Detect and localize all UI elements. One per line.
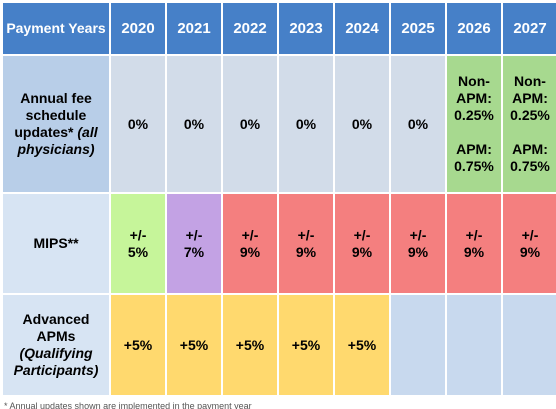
year-2024-header: 2024 xyxy=(335,3,389,54)
fee-schedule-label-main: Annual fee schedule updates* xyxy=(14,90,92,140)
mips-2021-cell: +/- 7% xyxy=(167,194,221,293)
mips-2022-cell: +/- 9% xyxy=(223,194,277,293)
mips-label: MIPS** xyxy=(3,194,109,293)
fee-2027-cell: Non-APM: 0.25% APM: 0.75% xyxy=(503,56,556,192)
year-2022-header: 2022 xyxy=(223,3,277,54)
payment-years-header: Payment Years xyxy=(3,3,109,54)
apms-2025-cell xyxy=(391,295,445,395)
apms-2026-cell xyxy=(447,295,501,395)
apms-2021-cell: +5% xyxy=(167,295,221,395)
mips-2024-cell: +/- 9% xyxy=(335,194,389,293)
fee-2022-cell: 0% xyxy=(223,56,277,192)
apms-2022-cell: +5% xyxy=(223,295,277,395)
mips-2025-cell: +/- 9% xyxy=(391,194,445,293)
year-2021-header: 2021 xyxy=(167,3,221,54)
apms-2027-cell xyxy=(503,295,556,395)
year-2025-header: 2025 xyxy=(391,3,445,54)
apms-2020-cell: +5% xyxy=(111,295,165,395)
payment-table: Payment Years 2020 2021 2022 2023 2024 2… xyxy=(1,1,556,397)
header-row: Payment Years 2020 2021 2022 2023 2024 2… xyxy=(3,3,556,54)
year-2026-header: 2026 xyxy=(447,3,501,54)
apms-2023-cell: +5% xyxy=(279,295,333,395)
year-2023-header: 2023 xyxy=(279,3,333,54)
fee-2021-cell: 0% xyxy=(167,56,221,192)
advanced-apms-label: Advanced APMs (Qualifying Participants) xyxy=(3,295,109,395)
fee-schedule-label-italic: (all physicians) xyxy=(17,124,98,157)
fee-2026-cell: Non-APM: 0.25% APM: 0.75% xyxy=(447,56,501,192)
year-2020-header: 2020 xyxy=(111,3,165,54)
advanced-apms-label-italic: (Qualifying Participants) xyxy=(13,345,99,378)
fee-2026-nonapm-value: 0.25% xyxy=(454,107,494,123)
mips-row: MIPS** +/- 5% +/- 7% +/- 9% +/- 9% +/- 9… xyxy=(3,194,556,293)
fee-2024-cell: 0% xyxy=(335,56,389,192)
advanced-apms-row: Advanced APMs (Qualifying Participants) … xyxy=(3,295,556,395)
fee-2020-cell: 0% xyxy=(111,56,165,192)
mips-2026-cell: +/- 9% xyxy=(447,194,501,293)
year-2027-header: 2027 xyxy=(503,3,556,54)
fee-2027-nonapm-value: 0.25% xyxy=(510,107,550,123)
fee-schedule-label: Annual fee schedule updates* (all physic… xyxy=(3,56,109,192)
fee-2023-cell: 0% xyxy=(279,56,333,192)
footnote: * Annual updates shown are implemented i… xyxy=(4,402,252,409)
advanced-apms-label-main: Advanced APMs xyxy=(22,311,90,344)
apms-2024-cell: +5% xyxy=(335,295,389,395)
fee-2026-apm-label: APM: xyxy=(456,141,492,157)
mips-2023-cell: +/- 9% xyxy=(279,194,333,293)
mips-2020-cell: +/- 5% xyxy=(111,194,165,293)
fee-2027-apm-value: 0.75% xyxy=(510,158,550,174)
fee-2025-cell: 0% xyxy=(391,56,445,192)
fee-2026-nonapm-label: Non-APM: xyxy=(456,73,492,106)
mips-2027-cell: +/- 9% xyxy=(503,194,556,293)
fee-2027-apm-label: APM: xyxy=(512,141,548,157)
fee-2026-apm-value: 0.75% xyxy=(454,158,494,174)
fee-2027-nonapm-label: Non-APM: xyxy=(512,73,548,106)
fee-schedule-row: Annual fee schedule updates* (all physic… xyxy=(3,56,556,192)
